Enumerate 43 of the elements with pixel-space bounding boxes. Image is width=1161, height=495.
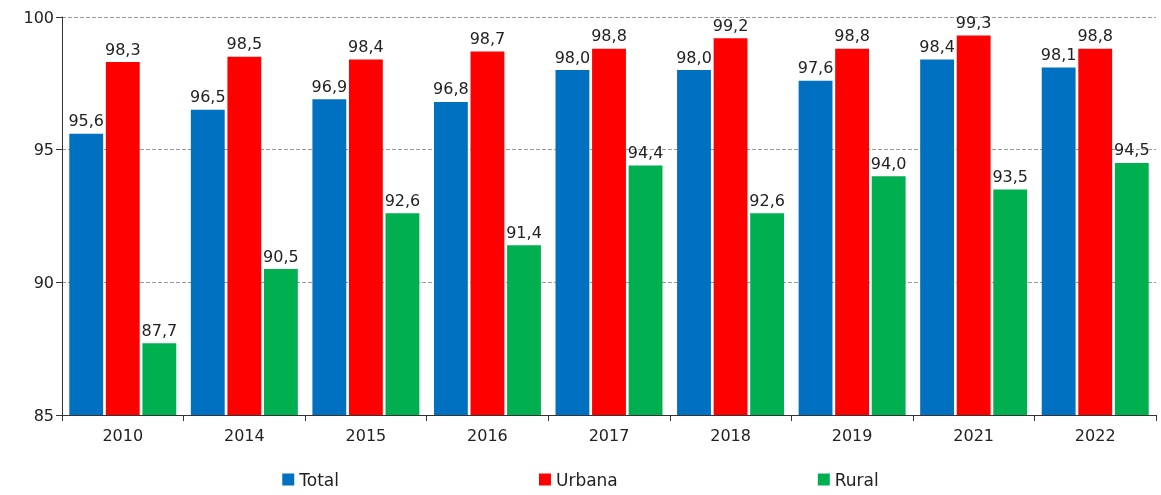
y-tick-label: 85 [33,405,54,425]
data-label: 96,8 [433,79,469,99]
x-tick-label: 2021 [953,425,995,445]
data-label: 98,1 [1040,44,1077,64]
data-label: 98,4 [348,36,384,56]
x-tick-label: 2014 [223,425,265,445]
data-label: 96,9 [311,76,348,96]
data-label: 94,5 [1113,140,1150,160]
x-tick-label: 2022 [1074,425,1116,445]
data-label: 94,0 [870,153,907,173]
data-label: 92,6 [749,190,785,210]
x-tick-label: 2017 [588,425,630,445]
legend-label: Total [298,469,339,490]
data-label: 92,6 [384,190,421,210]
y-tick-label: 90 [33,272,54,292]
data-label: 96,5 [189,87,226,107]
x-tick-label: 2016 [467,425,508,445]
data-label: 98,5 [226,34,263,54]
data-label: 98,0 [554,47,591,67]
legend-label: Rural [834,469,879,490]
data-label: 98,7 [469,28,506,48]
data-label: 91,4 [506,222,542,242]
data-label: 93,5 [992,166,1029,186]
x-tick-label: 2018 [710,425,751,445]
data-label: 99,2 [712,15,749,35]
x-tick-label: 2010 [102,425,144,445]
legend-label: Urbana [555,469,618,490]
data-label: 99,3 [955,13,992,33]
y-tick-label: 95 [33,140,54,160]
x-tick-label: 2015 [345,425,387,445]
data-label: 98,8 [834,26,870,46]
data-label: 98,8 [591,26,627,46]
x-tick-label: 2019 [831,425,873,445]
data-label: 98,3 [104,39,141,59]
data-label: 97,6 [797,58,834,78]
data-label: 90,5 [263,246,299,266]
data-label: 98,0 [676,47,712,67]
data-label: 87,7 [141,320,178,340]
data-label: 98,4 [919,36,955,56]
data-label: 95,6 [68,111,105,131]
data-label: 94,4 [627,143,664,163]
y-tick-label: 100 [23,7,54,27]
data-label: 98,8 [1077,26,1114,46]
